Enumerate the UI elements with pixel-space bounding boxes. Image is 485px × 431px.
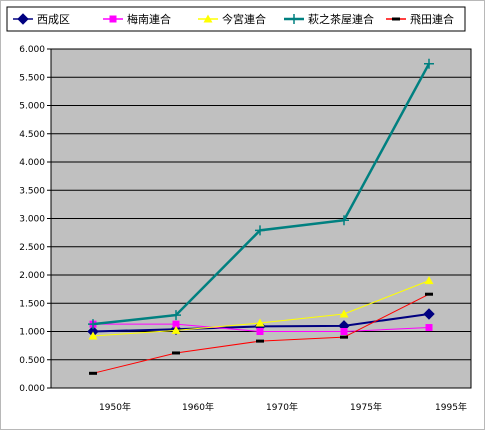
series-line — [88, 276, 434, 340]
data-point — [171, 310, 181, 321]
y-tick-label: 1.500 — [19, 299, 45, 309]
series-group — [87, 58, 435, 375]
data-point — [425, 324, 433, 332]
y-axis-ticks: 0.000 0.500 1.000 1.500 2.000 2.500 3.000 3.500… — [19, 45, 51, 394]
data-point — [424, 276, 434, 285]
y-tick-label: 5.000 — [19, 102, 45, 112]
data-point — [392, 17, 400, 21]
data-point — [172, 351, 180, 355]
legend-item: 梅南連合 — [103, 12, 171, 26]
data-point — [172, 320, 180, 328]
data-point — [340, 335, 348, 339]
series-line — [89, 292, 433, 375]
y-tick-label: 4.500 — [19, 130, 45, 140]
y-tick-label: 3.500 — [19, 186, 45, 196]
legend-item: 飛田連合 — [386, 12, 454, 26]
y-tick-label: 0.500 — [19, 356, 45, 366]
series-line — [88, 58, 434, 330]
legend-label: 西成区 — [37, 13, 70, 26]
data-point — [17, 13, 29, 25]
y-tick-label: 2.000 — [19, 271, 45, 281]
data-point — [289, 14, 299, 24]
legend-label: 萩之茶屋連合 — [308, 12, 374, 26]
data-point — [255, 225, 265, 236]
x-tick-label: 1970年 — [266, 401, 298, 413]
data-point — [88, 319, 98, 330]
legend-item: 今宮連合 — [198, 12, 266, 26]
y-tick-label: 3.000 — [19, 215, 45, 225]
y-tick-label: 0.000 — [19, 384, 45, 394]
data-point — [203, 14, 213, 23]
data-point — [425, 292, 433, 296]
data-point — [424, 58, 434, 69]
data-point — [256, 328, 264, 335]
data-point — [171, 325, 181, 334]
legend-box — [6, 6, 466, 32]
y-tick-label: 1.000 — [19, 328, 45, 338]
data-point — [339, 309, 349, 318]
legend-label: 今宮連合 — [222, 12, 266, 26]
x-tick-label: 1950年 — [99, 401, 131, 413]
x-tick-label: 1975年 — [350, 401, 382, 413]
legend: 西成区 梅南連合 今宮連合 萩之茶屋連合 飛田連合 — [6, 6, 466, 32]
data-point — [339, 215, 349, 226]
data-point — [109, 15, 117, 23]
data-point — [256, 339, 264, 343]
data-point — [255, 318, 265, 327]
data-point — [88, 331, 98, 340]
legend-label: 梅南連合 — [127, 12, 171, 26]
y-tick-label: 5.500 — [19, 73, 45, 83]
data-point — [89, 371, 97, 375]
y-tick-label: 4.000 — [19, 158, 45, 168]
data-point — [340, 328, 348, 335]
x-tick-label: 1995年 — [435, 401, 467, 413]
legend-item: 萩之茶屋連合 — [284, 12, 374, 26]
legend-label: 飛田連合 — [410, 12, 454, 26]
y-tick-label: 2.500 — [19, 243, 45, 253]
x-tick-label: 1960年 — [182, 401, 214, 413]
legend-item: 西成区 — [13, 13, 70, 26]
data-point — [423, 308, 435, 320]
y-tick-label: 6.000 — [19, 45, 45, 55]
x-axis-ticks: 1950年 1960年 1970年 1975年 1995年 — [99, 401, 467, 413]
